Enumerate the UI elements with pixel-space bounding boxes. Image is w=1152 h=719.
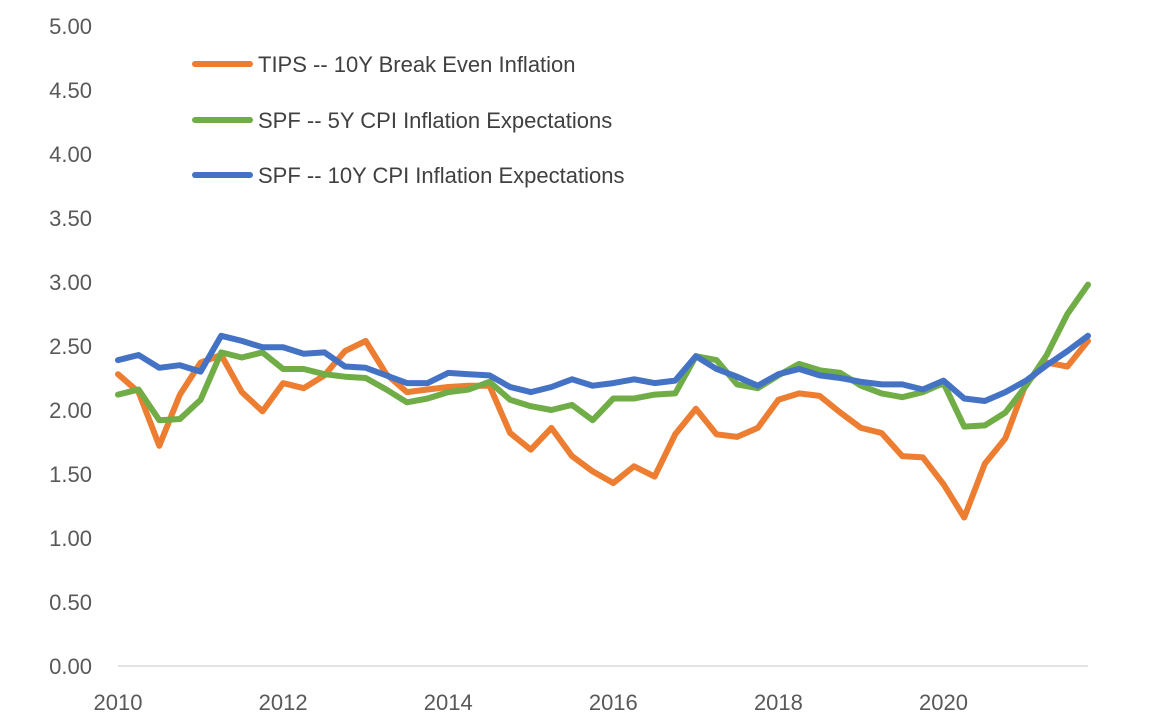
x-tick-label: 2012 bbox=[259, 690, 308, 715]
legend-label-1: TIPS -- 10Y Break Even Inflation bbox=[258, 52, 576, 77]
y-tick-label: 1.50 bbox=[49, 462, 92, 487]
series-line-1 bbox=[115, 337, 1091, 521]
y-tick-label: 0.00 bbox=[49, 654, 92, 679]
legend: TIPS -- 10Y Break Even Inflation SPF -- 5… bbox=[192, 52, 624, 188]
x-tick-label: 2020 bbox=[919, 690, 968, 715]
x-tick-label: 2014 bbox=[424, 690, 473, 715]
series-line-3 bbox=[115, 332, 1091, 404]
y-tick-label: 4.00 bbox=[49, 142, 92, 167]
y-tick-label: 5.00 bbox=[49, 14, 92, 39]
x-tick-label: 2010 bbox=[94, 690, 143, 715]
y-axis-ticks: 0.00 0.50 1.00 1.50 2.00 2.50 3.00 3.50 4.00 4.50… bbox=[49, 14, 92, 679]
y-tick-label: 0.50 bbox=[49, 590, 92, 615]
y-tick-label: 1.00 bbox=[49, 526, 92, 551]
y-tick-label: 4.50 bbox=[49, 78, 92, 103]
y-tick-label: 3.00 bbox=[49, 270, 92, 295]
y-tick-label: 3.50 bbox=[49, 206, 92, 231]
x-tick-label: 2018 bbox=[754, 690, 803, 715]
y-tick-label: 2.00 bbox=[49, 398, 92, 423]
y-tick-label: 2.50 bbox=[49, 334, 92, 359]
legend-label-2: SPF -- 5Y CPI Inflation Expectations bbox=[258, 108, 612, 133]
legend-label-3: SPF -- 10Y CPI Inflation Expectations bbox=[258, 163, 624, 188]
x-tick-label: 2016 bbox=[589, 690, 638, 715]
series-lines bbox=[115, 281, 1091, 521]
x-axis-ticks: 2010 2012 2014 2016 2018 2020 bbox=[94, 690, 968, 715]
